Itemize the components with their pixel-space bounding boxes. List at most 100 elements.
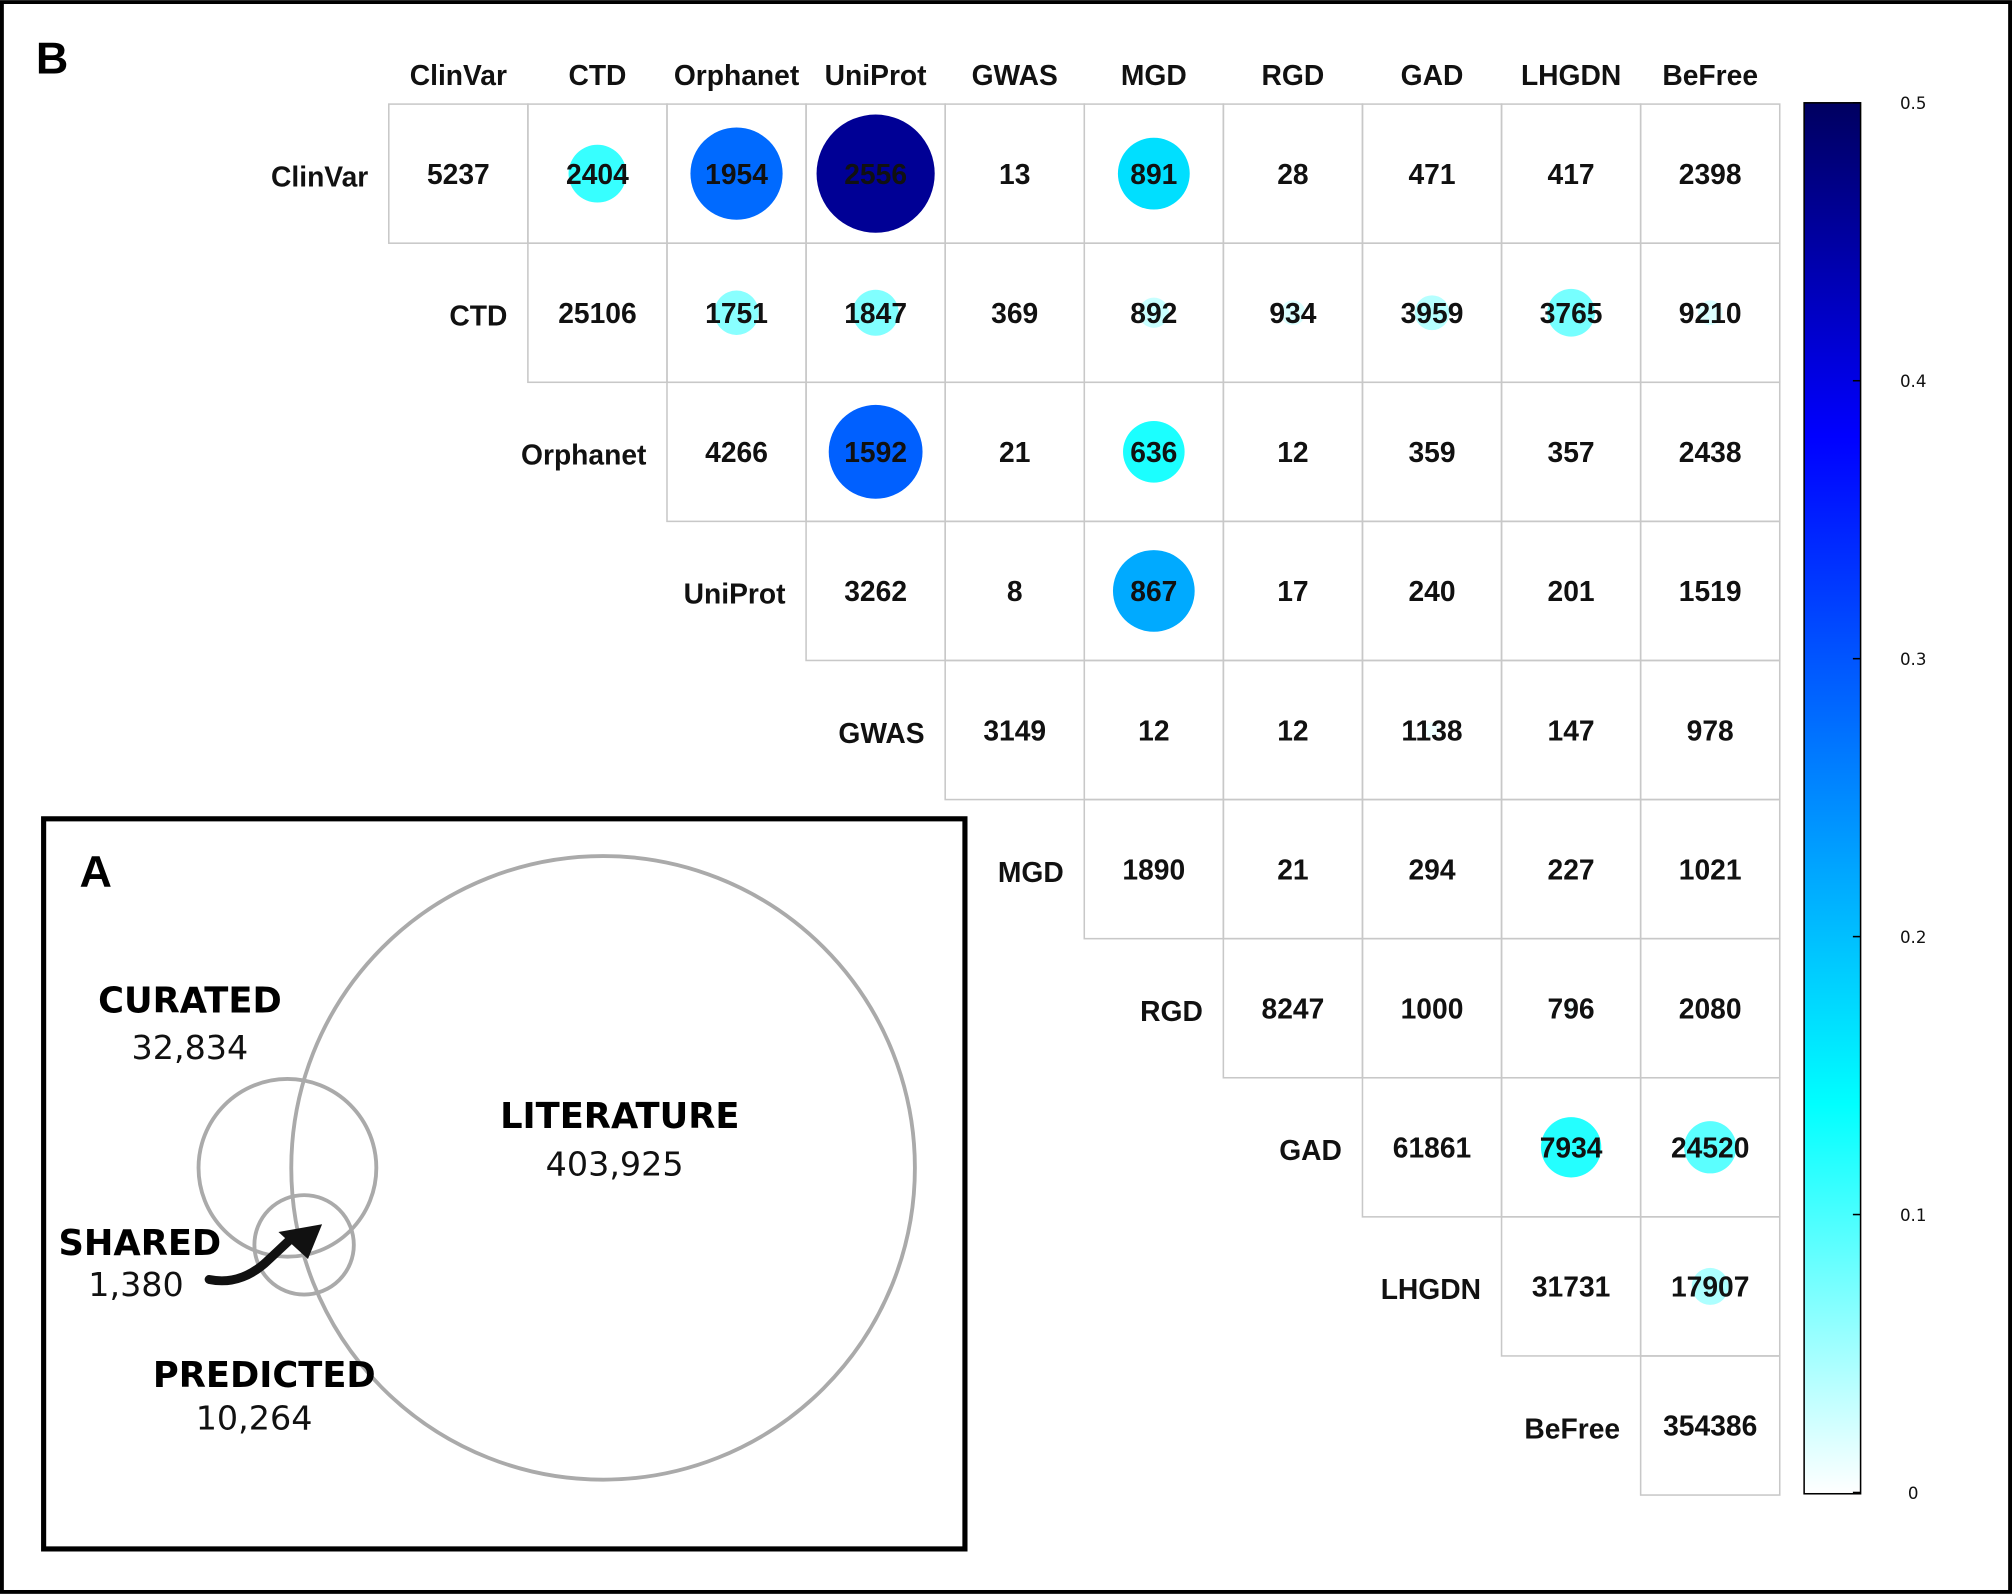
cell-count-clinvar-befree: 2398 xyxy=(1679,158,1742,190)
cell-count-rgd-befree: 2080 xyxy=(1679,992,1742,1024)
column-header-befree: BeFree xyxy=(1662,59,1758,91)
cell-count-uniprot-rgd: 17 xyxy=(1277,575,1308,607)
curated-count: 32,834 xyxy=(132,1028,249,1067)
column-header-ctd: CTD xyxy=(568,59,626,91)
matrix-circles xyxy=(568,114,1737,1305)
cell-count-gad-gad: 61861 xyxy=(1393,1132,1471,1164)
cell-count-clinvar-clinvar: 5237 xyxy=(427,158,490,190)
row-header-uniprot: UniProt xyxy=(684,578,786,610)
overlap-circle-ctd-befree xyxy=(1697,300,1723,326)
shared-arrow-icon xyxy=(204,1224,323,1286)
row-header-befree: BeFree xyxy=(1524,1412,1620,1444)
cell-count-clinvar-mgd: 891 xyxy=(1130,158,1177,190)
row-header-ctd: CTD xyxy=(449,300,507,332)
cell-count-orphanet-orphanet: 4266 xyxy=(705,436,768,468)
cell-count-uniprot-mgd: 867 xyxy=(1130,575,1177,607)
panel-a: A CURATED 32,834 LITERATURE 403,925 SHAR… xyxy=(41,816,968,1552)
cell-count-uniprot-befree: 1519 xyxy=(1679,575,1742,607)
colorbar-tick-label: 0.3 xyxy=(1900,650,1927,669)
cell-count-gwas-lhgdn: 147 xyxy=(1548,714,1595,746)
column-header-gad: GAD xyxy=(1401,59,1464,91)
shared-label: SHARED xyxy=(58,1223,221,1264)
column-header-mgd: MGD xyxy=(1121,59,1187,91)
predicted-count: 10,264 xyxy=(196,1399,313,1438)
colorbar-tick-label: 0.4 xyxy=(1900,372,1927,391)
overlap-circle-lhgdn-befree xyxy=(1691,1267,1729,1305)
colorbar-tick-label: 0 xyxy=(1908,1484,1919,1503)
cell-count-ctd-befree: 9210 xyxy=(1679,297,1742,329)
cell-count-orphanet-rgd: 12 xyxy=(1277,436,1308,468)
colorbar-tick-label: 0.1 xyxy=(1900,1206,1927,1225)
cell-count-ctd-lhgdn: 3765 xyxy=(1540,297,1603,329)
row-header-lhgdn: LHGDN xyxy=(1381,1273,1481,1305)
overlap-circle-gwas-gad xyxy=(1424,722,1440,738)
cell-count-gwas-gwas: 3149 xyxy=(983,714,1046,746)
overlap-circle-clinvar-mgd xyxy=(1117,137,1190,210)
panel-a-box xyxy=(41,816,968,1552)
cell-count-uniprot-lhgdn: 201 xyxy=(1548,575,1595,607)
cell-count-befree-befree: 354386 xyxy=(1663,1410,1757,1442)
panel-a-label: A xyxy=(80,846,112,897)
venn-circles xyxy=(196,854,917,1482)
cell-count-clinvar-uniprot: 2556 xyxy=(844,158,907,190)
cell-count-ctd-gad: 3959 xyxy=(1401,297,1464,329)
venn-circle-predicted xyxy=(252,1193,356,1297)
overlap-circle-orphanet-mgd xyxy=(1123,421,1185,483)
overlap-circle-clinvar-orphanet xyxy=(690,127,783,220)
curated-label: CURATED xyxy=(98,981,282,1022)
cell-count-mgd-rgd: 21 xyxy=(1277,853,1308,885)
cell-count-ctd-rgd: 934 xyxy=(1269,297,1316,329)
overlap-circle-gad-lhgdn xyxy=(1540,1117,1602,1178)
venn-circle-curated xyxy=(196,1077,379,1259)
cell-count-gwas-gad: 1138 xyxy=(1401,714,1462,746)
overlap-circle-rgd-lhgdn xyxy=(1564,1001,1578,1015)
cell-count-clinvar-rgd: 28 xyxy=(1277,158,1308,190)
cell-count-lhgdn-lhgdn: 31731 xyxy=(1532,1271,1610,1303)
cell-count-uniprot-gwas: 8 xyxy=(1007,575,1023,607)
overlap-matrix: ClinVar ClinVar CTD CTD Orphanet Orphanet UniP… xyxy=(271,59,1781,1496)
literature-count: 403,925 xyxy=(546,1145,684,1184)
cell-count-gwas-rgd: 12 xyxy=(1277,714,1308,746)
cell-count-ctd-ctd: 25106 xyxy=(558,297,636,329)
overlap-circle-ctd-rgd xyxy=(1280,300,1306,326)
cell-count-gwas-mgd: 12 xyxy=(1138,714,1169,746)
cell-count-clinvar-gwas: 13 xyxy=(999,158,1030,190)
overlap-circle-clinvar-ctd xyxy=(568,144,627,203)
cell-count-ctd-uniprot: 1847 xyxy=(844,297,907,329)
cell-count-gad-lhgdn: 7934 xyxy=(1540,1132,1603,1164)
column-header-gwas: GWAS xyxy=(972,59,1058,91)
cell-count-ctd-mgd: 892 xyxy=(1130,297,1177,329)
row-header-mgd: MGD xyxy=(998,856,1064,888)
cell-count-clinvar-lhgdn: 417 xyxy=(1548,158,1595,190)
overlap-circle-orphanet-uniprot xyxy=(828,404,923,499)
cell-count-rgd-gad: 1000 xyxy=(1401,992,1464,1024)
overlap-circle-ctd-uniprot xyxy=(852,289,899,336)
cell-count-gwas-befree: 978 xyxy=(1687,714,1734,746)
cell-count-orphanet-lhgdn: 357 xyxy=(1548,436,1595,468)
column-header-clinvar: ClinVar xyxy=(410,59,507,91)
cell-count-clinvar-ctd: 2404 xyxy=(566,158,629,190)
column-header-rgd: RGD xyxy=(1262,59,1325,91)
cell-count-mgd-lhgdn: 227 xyxy=(1548,853,1595,885)
matrix-grid xyxy=(388,103,1781,1496)
row-header-orphanet: Orphanet xyxy=(521,439,647,471)
cell-count-gad-befree: 24520 xyxy=(1671,1132,1749,1164)
matrix-text: ClinVar ClinVar CTD CTD Orphanet Orphanet UniP… xyxy=(271,59,1758,1444)
cell-count-mgd-befree: 1021 xyxy=(1679,853,1742,885)
overlap-circle-ctd-mgd xyxy=(1138,297,1169,328)
overlap-circle-gad-befree xyxy=(1684,1121,1737,1174)
overlap-circle-uniprot-mgd xyxy=(1112,550,1195,632)
cell-count-lhgdn-befree: 17907 xyxy=(1671,1271,1749,1303)
colorbar-tick-label: 0.2 xyxy=(1900,928,1927,947)
colorbar: 0 0.1 0.2 0.3 0.4 0.5 xyxy=(1803,94,1927,1503)
column-header-lhgdn: LHGDN xyxy=(1521,59,1621,91)
cell-count-orphanet-befree: 2438 xyxy=(1679,436,1742,468)
row-header-clinvar: ClinVar xyxy=(271,160,368,192)
predicted-label: PREDICTED xyxy=(153,1355,376,1396)
cell-count-mgd-gad: 294 xyxy=(1408,853,1455,885)
cell-count-orphanet-mgd: 636 xyxy=(1130,436,1177,468)
cell-count-clinvar-gad: 471 xyxy=(1408,158,1455,190)
colorbar-ticks: 0 0.1 0.2 0.3 0.4 0.5 xyxy=(1852,94,1927,1503)
cell-count-rgd-lhgdn: 796 xyxy=(1548,992,1595,1024)
